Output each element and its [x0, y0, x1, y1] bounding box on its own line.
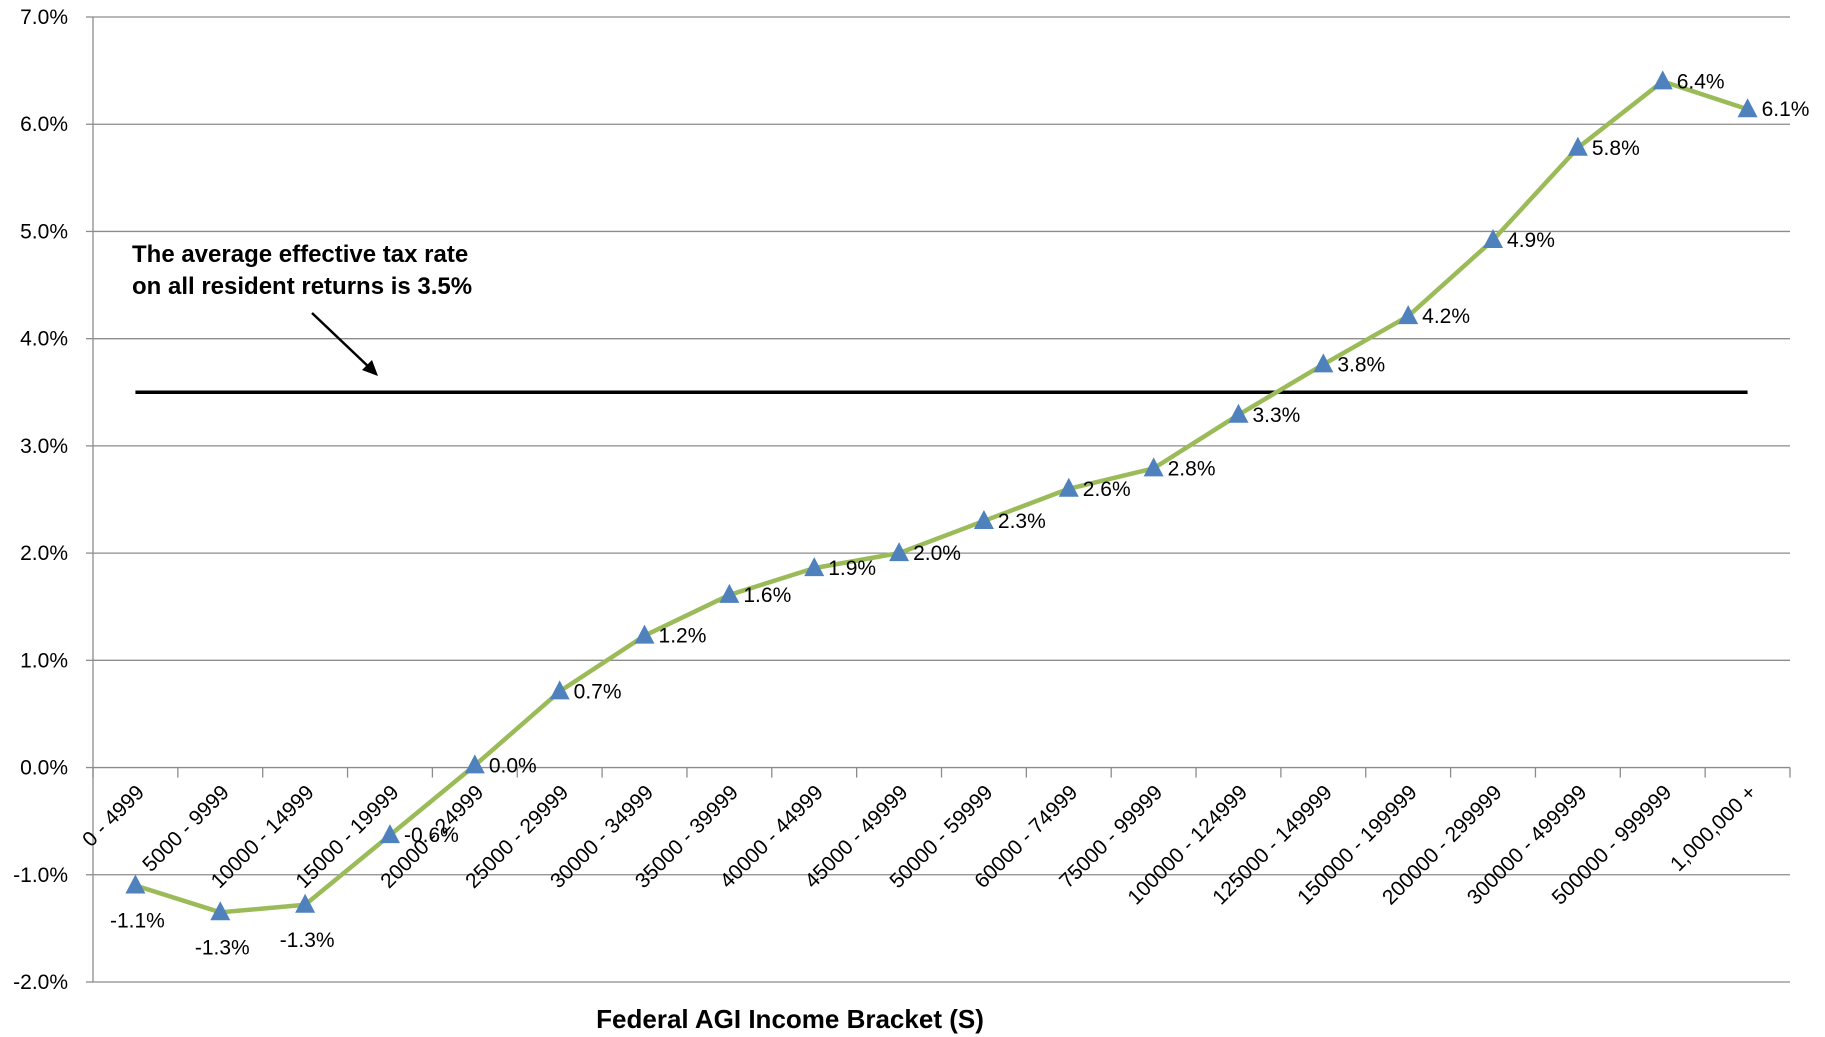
data-point-marker — [634, 624, 655, 644]
data-point-marker — [1228, 403, 1249, 423]
x-tick-label: 1,000,000 + — [1666, 781, 1761, 876]
data-label: -1.1% — [110, 910, 165, 933]
y-tick-label: 5.0% — [20, 220, 68, 243]
data-label: 1.9% — [828, 557, 876, 580]
y-tick-label: -2.0% — [13, 971, 68, 994]
data-point-marker — [1652, 70, 1673, 90]
data-label: 2.8% — [1168, 457, 1216, 480]
data-point-marker — [804, 557, 825, 577]
data-label: 2.3% — [998, 510, 1046, 533]
y-axis-ticks: -2.0% -1.0% 0.0% 1.0% 2.0% 3.0% 4.0% 5.0% 6.0% 7.… — [13, 6, 94, 994]
data-label: 0.0% — [489, 754, 537, 777]
data-label: 3.3% — [1252, 404, 1300, 427]
data-point-marker — [1058, 477, 1079, 497]
data-label: -1.3% — [280, 929, 335, 952]
data-point-marker — [379, 824, 400, 844]
x-tick-label: 0 - 4999 — [78, 781, 149, 852]
data-point-marker — [549, 680, 570, 700]
annotation-line-2: on all resident returns is 3.5% — [132, 273, 472, 300]
data-point-marker — [1567, 136, 1588, 156]
data-label: 4.9% — [1507, 229, 1555, 252]
data-label: 2.0% — [913, 542, 961, 565]
data-label: 1.2% — [659, 625, 707, 648]
y-tick-label: 6.0% — [20, 113, 68, 136]
data-point-marker — [1737, 98, 1758, 118]
data-point-marker — [1313, 353, 1334, 373]
annotation-arrow — [311, 312, 373, 371]
data-labels-group: -1.1% -1.3% -1.3% -0.6% 0.0% 0.7% 1.2% 1.6% 1.9%… — [110, 70, 1809, 959]
data-label: 1.6% — [743, 584, 791, 607]
data-label: 2.6% — [1083, 478, 1131, 501]
data-point-marker — [295, 893, 316, 913]
data-label: 3.8% — [1337, 353, 1385, 376]
gridlines — [93, 16, 1790, 983]
y-tick-label: 4.0% — [20, 328, 68, 351]
x-tick-label: 5000 - 9999 — [138, 781, 234, 877]
y-tick-label: 1.0% — [20, 649, 68, 672]
data-point-marker — [1483, 229, 1504, 249]
data-label: -0.6% — [404, 824, 459, 847]
data-label: 5.8% — [1592, 137, 1640, 160]
x-axis-title: Federal AGI Income Bracket (S) — [596, 1004, 984, 1034]
y-tick-label: -1.0% — [13, 864, 68, 887]
y-tick-label: 7.0% — [20, 6, 68, 29]
data-label: 4.2% — [1422, 305, 1470, 328]
series-group — [125, 70, 1758, 921]
data-point-marker — [464, 754, 485, 774]
series-line — [134, 79, 1749, 915]
y-tick-label: 3.0% — [20, 435, 68, 458]
data-point-marker — [210, 901, 231, 921]
data-point-marker — [973, 509, 994, 529]
data-label: 0.7% — [574, 680, 622, 703]
data-point-marker — [1398, 305, 1419, 325]
annotation-arrowhead — [362, 360, 378, 376]
data-point-marker — [125, 874, 146, 894]
y-tick-label: 2.0% — [20, 542, 68, 565]
y-tick-label: 0.0% — [20, 757, 68, 780]
data-label: -1.3% — [195, 936, 250, 959]
annotation: The average effective tax rate on all re… — [132, 241, 472, 376]
data-label: 6.4% — [1677, 70, 1725, 93]
data-point-marker — [719, 583, 740, 603]
data-point-marker — [1143, 457, 1164, 477]
annotation-line-1: The average effective tax rate — [132, 241, 468, 268]
data-point-marker — [889, 542, 910, 562]
data-label: 6.1% — [1762, 98, 1810, 121]
